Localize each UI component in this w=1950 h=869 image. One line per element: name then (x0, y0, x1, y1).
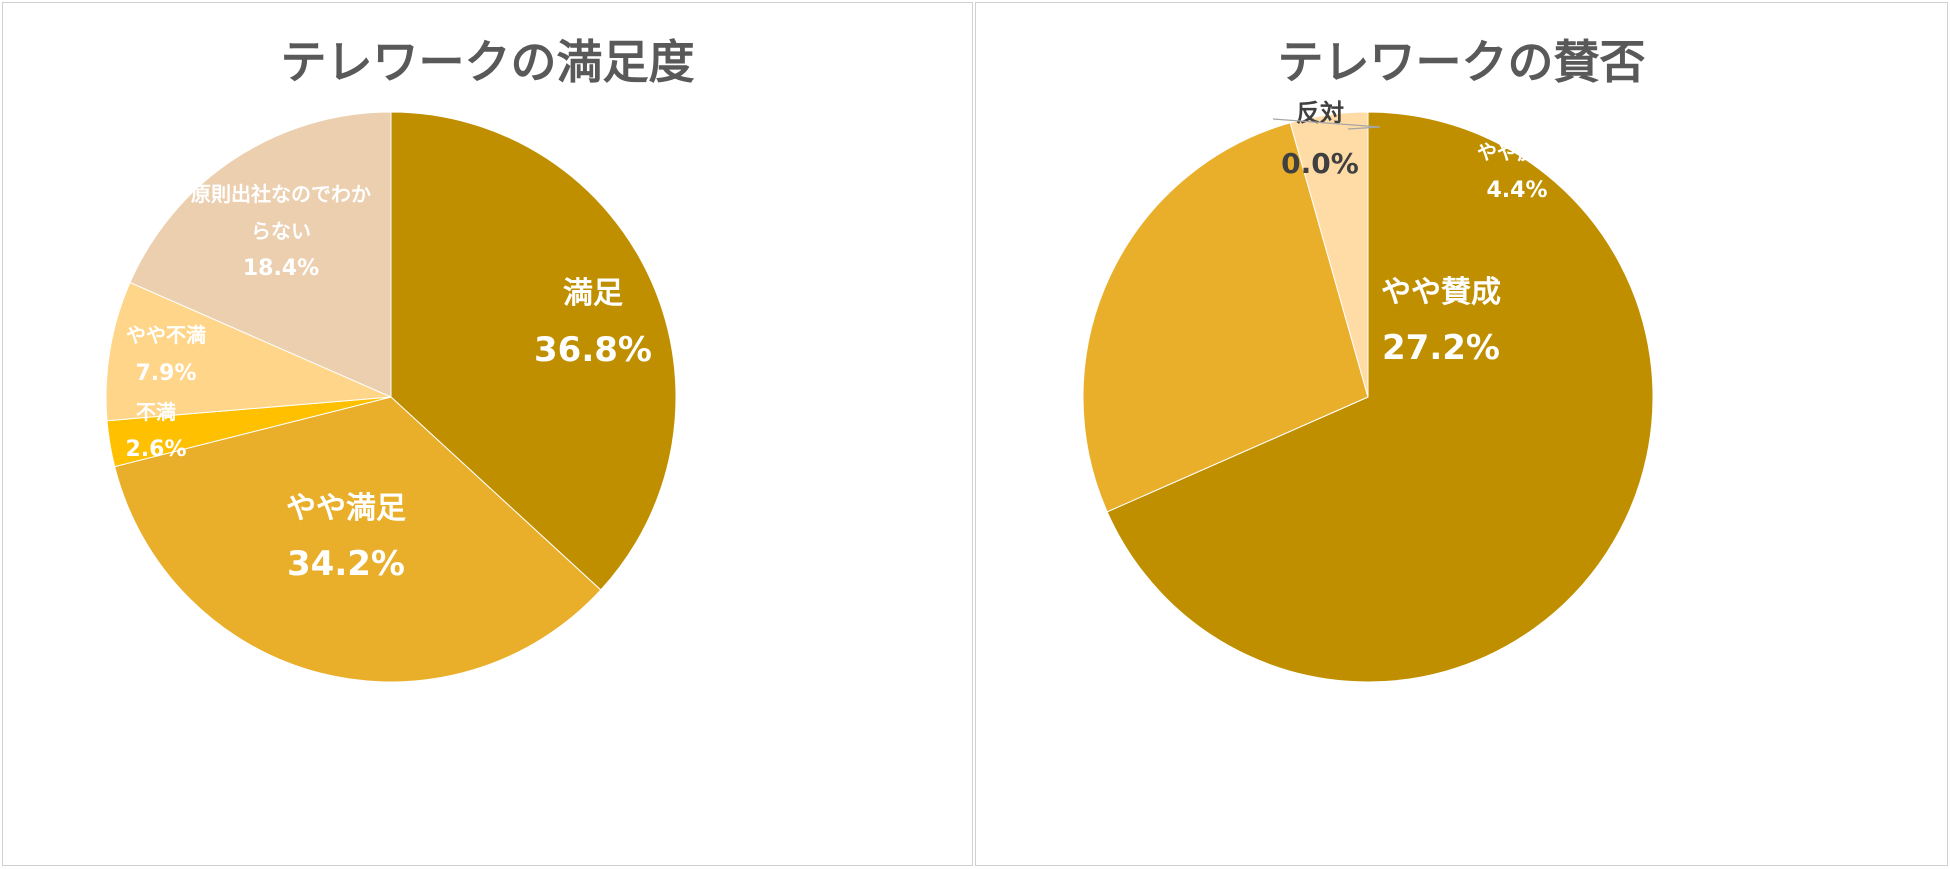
slice-value-label: 18.4% (243, 256, 319, 281)
pie-slice (1106, 111, 1654, 683)
slice-value-label: 68.4% (1722, 480, 1840, 520)
pie-slice (1289, 111, 1369, 398)
slice-value-label: 2.6% (125, 437, 186, 462)
pie-slice (129, 111, 392, 398)
leader-line (1272, 118, 1381, 130)
slice-value-label: 0.0% (1281, 147, 1359, 180)
slice-label: 満足 (563, 276, 623, 311)
pie-slices (1082, 111, 1654, 683)
slice-value-label: 4.4% (1486, 178, 1547, 203)
pie-slice (1082, 122, 1369, 513)
slice-label: 原則出社なのでわか (191, 182, 371, 206)
chart-title-satisfaction: テレワークの満足度 (280, 35, 695, 89)
slice-label: らない (251, 219, 311, 243)
pie-slice (114, 396, 602, 683)
slice-value-label: 36.8% (534, 330, 652, 370)
slice-label: 賛成 (1751, 427, 1811, 462)
pie-chart-satisfaction: 満足 36.8% やや満足 34.2% 不満 2.6% やや不満 7.9% 原則出社なのでわから… (105, 111, 677, 683)
pie-slices (105, 111, 677, 683)
pie-labels: 満足 36.8% やや満足 34.2% 不満 2.6% やや不満 7.9% 原則出社なのでわから… (125, 182, 651, 584)
slice-label: 不満 (136, 400, 176, 424)
chart-satisfaction: テレワークの満足度 満足 36.8% やや満足 34.2% 不満 2.6% やや不満 7.9%… (2, 2, 973, 866)
slice-label: やや満足 (286, 491, 406, 526)
chart-approval: テレワークの賛否 賛成 68.4% やや賛成 27.2% やや反対 4.4% 反対 0.0% (975, 2, 1948, 866)
pie-slice (105, 281, 392, 422)
pie-slice (390, 111, 677, 591)
chart-title-approval: テレワークの賛否 (1277, 35, 1646, 89)
slice-value-label: 34.2% (287, 544, 405, 584)
slice-value-label: 27.2% (1382, 328, 1500, 368)
slice-label: やや賛成 (1381, 275, 1501, 310)
slice-value-label: 7.9% (135, 361, 196, 386)
slice-label: やや不満 (126, 323, 206, 347)
slice-label: やや反対 (1477, 140, 1557, 164)
